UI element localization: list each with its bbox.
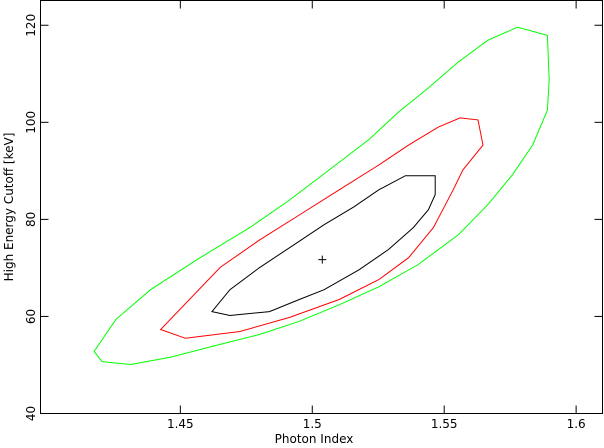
x-tick-label: 1.55 (431, 417, 458, 431)
best-fit-marker (318, 255, 327, 264)
x-tick-label: 1.45 (167, 417, 194, 431)
contour-line (211, 175, 436, 317)
contour-line (93, 26, 550, 366)
plot-frame (40, 0, 603, 414)
y-axis-title: High Energy Cutoff [keV] (2, 133, 16, 282)
y-tick-label: 60 (24, 309, 38, 324)
x-tick-label: 1.6 (567, 417, 586, 431)
y-tick-label: 100 (24, 111, 38, 134)
x-tick-label: 1.5 (303, 417, 322, 431)
y-tick-label: 120 (24, 14, 38, 37)
x-axis-title: Photon Index (275, 432, 354, 446)
y-tick-label: 80 (24, 212, 38, 227)
contour-line (159, 117, 484, 339)
y-tick-label: 40 (24, 406, 38, 421)
